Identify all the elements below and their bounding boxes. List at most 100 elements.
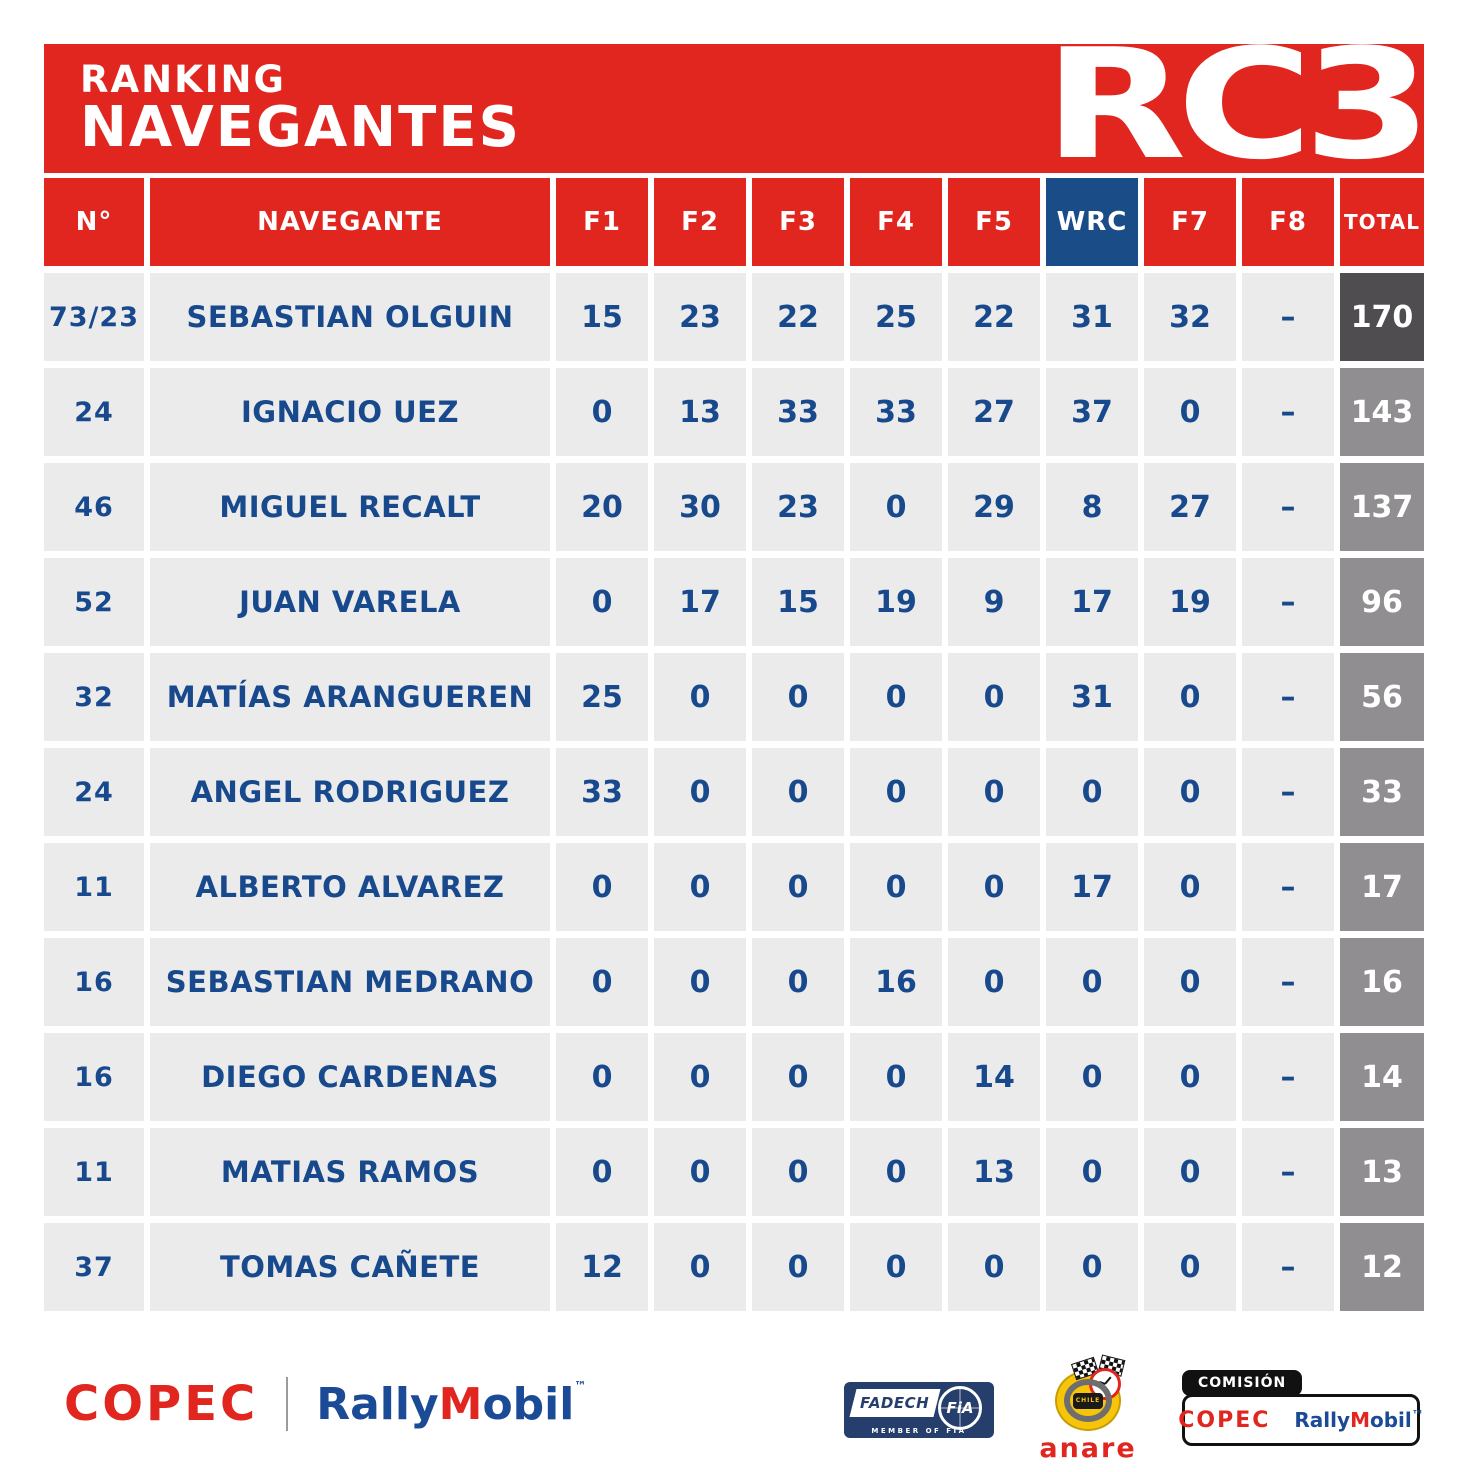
ranking-table: N° NAVEGANTE F1 F2 F3 F4 F5 WRC F7 F8 TO… <box>44 178 1424 1311</box>
score-cell-f2: 0 <box>654 1128 746 1216</box>
score-cell-f4: 0 <box>850 1128 942 1216</box>
score-cell-f3: 0 <box>752 938 844 1026</box>
column-header-f8: F8 <box>1242 178 1334 266</box>
score-cell-f1: 0 <box>556 938 648 1026</box>
car-number-cell: 16 <box>44 1033 144 1121</box>
score-cell-f2: 0 <box>654 843 746 931</box>
score-cell-f4: 16 <box>850 938 942 1026</box>
score-cell-f2: 23 <box>654 273 746 361</box>
score-cell-f2: 13 <box>654 368 746 456</box>
column-header-total: TOTAL <box>1340 178 1424 266</box>
total-cell: 12 <box>1340 1223 1424 1311</box>
table-row: 52 JUAN VARELA 0 17 15 19 9 17 19 – 96 <box>44 558 1424 646</box>
column-header-f3: F3 <box>752 178 844 266</box>
score-cell-f8: – <box>1242 653 1334 741</box>
column-header-f1: F1 <box>556 178 648 266</box>
score-cell-f5: 27 <box>948 368 1040 456</box>
car-number-cell: 32 <box>44 653 144 741</box>
score-cell-wrc: 0 <box>1046 938 1138 1026</box>
score-cell-wrc: 0 <box>1046 1223 1138 1311</box>
column-header-wrc: WRC <box>1046 178 1138 266</box>
column-header-f2: F2 <box>654 178 746 266</box>
total-cell: 137 <box>1340 463 1424 551</box>
table-row: 24 ANGEL RODRIGUEZ 33 0 0 0 0 0 0 – 33 <box>44 748 1424 836</box>
page-title: RANKING NAVEGANTES <box>44 61 521 156</box>
total-cell: 56 <box>1340 653 1424 741</box>
table-header-row: N° NAVEGANTE F1 F2 F3 F4 F5 WRC F7 F8 TO… <box>44 178 1424 266</box>
score-cell-f2: 17 <box>654 558 746 646</box>
wheel-hub-icon: CHILE <box>1073 1392 1103 1409</box>
score-cell-f4: 0 <box>850 463 942 551</box>
comision-logo-box: COPEC RallyMobil™ <box>1178 1394 1424 1446</box>
table-row: 46 MIGUEL RECALT 20 30 23 0 29 8 27 – 13… <box>44 463 1424 551</box>
score-cell-f4: 33 <box>850 368 942 456</box>
total-cell: 143 <box>1340 368 1424 456</box>
score-cell-f7: 0 <box>1144 1223 1236 1311</box>
total-cell: 16 <box>1340 938 1424 1026</box>
comision-rallymobil-logo: RallyMobil™ <box>1294 1408 1423 1432</box>
car-number-cell: 73/23 <box>44 273 144 361</box>
score-cell-f1: 0 <box>556 843 648 931</box>
copec-logo: COPEC <box>64 1376 259 1432</box>
table-row: 11 MATIAS RAMOS 0 0 0 0 13 0 0 – 13 <box>44 1128 1424 1216</box>
table-row: 16 DIEGO CARDENAS 0 0 0 0 14 0 0 – 14 <box>44 1033 1424 1121</box>
total-cell: 13 <box>1340 1128 1424 1216</box>
comision-rm-part3: obil <box>1369 1408 1412 1432</box>
table-row: 37 TOMAS CAÑETE 12 0 0 0 0 0 0 – 12 <box>44 1223 1424 1311</box>
footer-badges-right: FADECH FiA MEMBER OF FIA CHILE anare <box>844 1354 1424 1462</box>
score-cell-f8: – <box>1242 938 1334 1026</box>
score-cell-f8: – <box>1242 1033 1334 1121</box>
table-body: 73/23 SEBASTIAN OLGUIN 15 23 22 25 22 31… <box>44 273 1424 1311</box>
column-header-number: N° <box>44 178 144 266</box>
score-cell-f3: 23 <box>752 463 844 551</box>
score-cell-f2: 0 <box>654 1033 746 1121</box>
score-cell-f3: 15 <box>752 558 844 646</box>
fia-label: FiA <box>946 1399 974 1417</box>
trademark-symbol: ™ <box>574 1378 587 1393</box>
score-cell-f7: 0 <box>1144 1128 1236 1216</box>
chile-label: CHILE <box>1075 1397 1101 1404</box>
score-cell-f7: 32 <box>1144 273 1236 361</box>
column-header-f4: F4 <box>850 178 942 266</box>
comision-tm: ™ <box>1411 1408 1424 1422</box>
navigator-name-cell: MIGUEL RECALT <box>150 463 550 551</box>
navigator-name-cell: ANGEL RODRIGUEZ <box>150 748 550 836</box>
column-header-f5: F5 <box>948 178 1040 266</box>
score-cell-f5: 0 <box>948 1223 1040 1311</box>
table-row: 11 ALBERTO ALVAREZ 0 0 0 0 0 17 0 – 17 <box>44 843 1424 931</box>
score-cell-f5: 0 <box>948 748 1040 836</box>
score-cell-f3: 0 <box>752 1223 844 1311</box>
score-cell-f5: 13 <box>948 1128 1040 1216</box>
rallymobil-part1: Rally <box>316 1378 439 1430</box>
navigator-name-cell: SEBASTIAN OLGUIN <box>150 273 550 361</box>
fia-globe-icon: FiA <box>938 1386 982 1430</box>
steering-wheel-icon: CHILE <box>1055 1354 1126 1431</box>
car-number-cell: 11 <box>44 1128 144 1216</box>
score-cell-f3: 0 <box>752 1128 844 1216</box>
score-cell-f3: 0 <box>752 748 844 836</box>
score-cell-f3: 33 <box>752 368 844 456</box>
navigator-name-cell: MATIAS RAMOS <box>150 1128 550 1216</box>
navigator-name-cell: IGNACIO UEZ <box>150 368 550 456</box>
score-cell-f1: 20 <box>556 463 648 551</box>
comision-badge: COMISIÓN COPEC RallyMobil™ <box>1178 1370 1424 1450</box>
car-number-cell: 11 <box>44 843 144 931</box>
score-cell-f4: 25 <box>850 273 942 361</box>
score-cell-f8: – <box>1242 843 1334 931</box>
score-cell-f1: 0 <box>556 368 648 456</box>
logo-divider <box>286 1377 289 1431</box>
column-header-f7: F7 <box>1144 178 1236 266</box>
rallymobil-part3: obil <box>482 1378 575 1430</box>
total-cell: 96 <box>1340 558 1424 646</box>
comision-rm-part1: Rally <box>1294 1408 1351 1432</box>
score-cell-f8: – <box>1242 1223 1334 1311</box>
score-cell-f2: 0 <box>654 748 746 836</box>
score-cell-f5: 29 <box>948 463 1040 551</box>
fadech-nameplate: FADECH <box>849 1389 941 1417</box>
score-cell-f3: 0 <box>752 1033 844 1121</box>
score-cell-f1: 0 <box>556 558 648 646</box>
score-cell-f8: – <box>1242 748 1334 836</box>
navigator-name-cell: SEBASTIAN MEDRANO <box>150 938 550 1026</box>
score-cell-f1: 33 <box>556 748 648 836</box>
